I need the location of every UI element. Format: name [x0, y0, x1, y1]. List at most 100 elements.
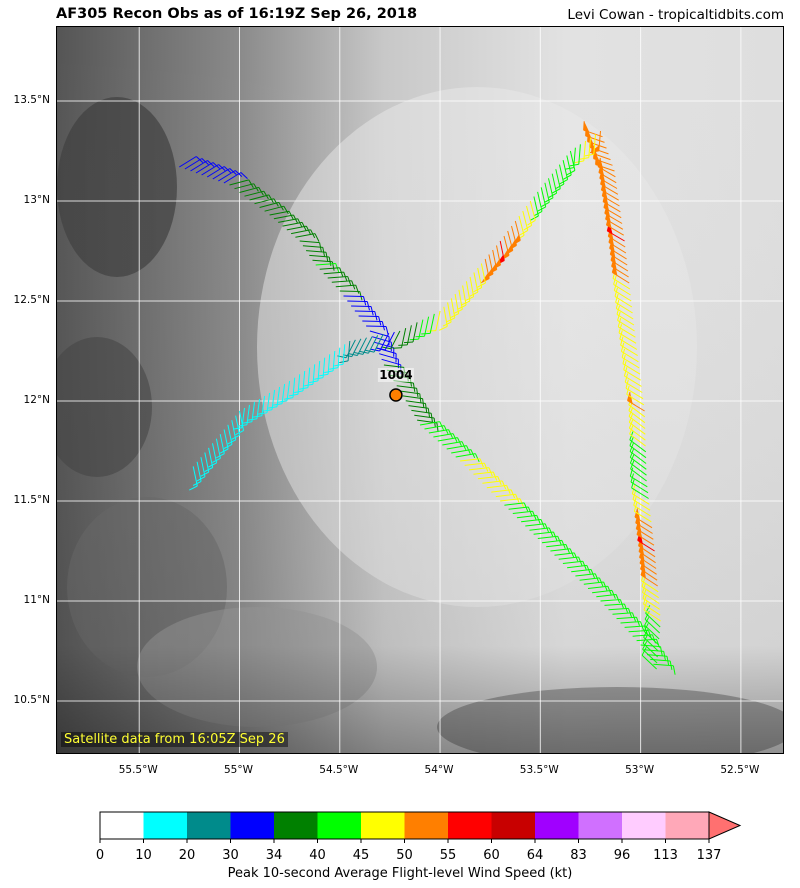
wind-barb-flag	[314, 233, 320, 242]
wind-barb	[640, 644, 661, 648]
center-fix-marker[interactable]	[389, 388, 403, 402]
wind-barb	[278, 218, 298, 223]
wind-barb	[460, 458, 481, 462]
wind-barb	[408, 405, 429, 409]
wind-barb	[592, 589, 613, 594]
wind-barb-flag	[248, 179, 254, 188]
wind-barb-pennant	[637, 531, 643, 544]
wind-barb	[462, 285, 467, 306]
wind-barb	[443, 306, 448, 327]
colorbar-tick-label: 10	[135, 848, 152, 863]
wind-barb	[302, 370, 306, 391]
wind-barb	[218, 170, 236, 182]
colorbar-tick-label: 83	[570, 848, 587, 863]
wind-barb-pennant	[600, 175, 606, 188]
wind-barb	[588, 137, 591, 158]
wind-barb	[227, 424, 233, 445]
wind-barb-flag	[232, 427, 242, 430]
wind-barb	[406, 325, 412, 346]
wind-barb-flag	[263, 190, 269, 200]
wind-barb	[628, 410, 646, 424]
wind-barb	[583, 129, 603, 138]
wind-barb	[315, 263, 336, 266]
wind-barb	[645, 612, 661, 628]
storm-center: 1004	[377, 368, 414, 402]
wind-barb-flag	[523, 224, 532, 231]
wind-barb	[347, 300, 368, 302]
wind-barb-flag	[421, 332, 431, 335]
wind-barb-flag	[506, 485, 511, 494]
wind-barb	[491, 489, 512, 493]
map-canvas[interactable]: 1004	[57, 27, 784, 754]
wind-barb	[624, 381, 643, 393]
wind-barb	[630, 462, 647, 476]
wind-barb	[644, 624, 660, 640]
wind-barb	[608, 607, 629, 611]
wind-barb-flag	[438, 325, 448, 331]
wind-barb	[533, 531, 554, 535]
wind-barb	[249, 194, 270, 201]
wind-barb	[642, 648, 658, 664]
wind-barb	[641, 580, 659, 593]
wind-barb	[614, 289, 632, 302]
wind-barb	[598, 172, 617, 184]
wind-barb-flag	[398, 344, 408, 346]
wind-barb-pennant	[611, 257, 617, 270]
colorbar-tick-label: 60	[483, 848, 500, 863]
wind-barb-flag	[629, 467, 634, 477]
wind-barb-flag	[268, 194, 274, 203]
wind-barb	[184, 158, 203, 170]
wind-barb-pennant	[640, 560, 646, 573]
wind-barb-pennant	[607, 222, 613, 234]
wind-barb	[533, 196, 539, 217]
wind-barb	[351, 305, 372, 307]
wind-barb	[600, 599, 621, 602]
wind-barb	[616, 307, 634, 320]
wind-barb-flag	[278, 202, 284, 211]
wind-barb	[201, 164, 219, 176]
colorbar-tick-label: 96	[613, 848, 631, 863]
wind-barb	[616, 616, 637, 620]
wind-barb-flag	[623, 367, 628, 377]
wind-barb	[239, 410, 245, 431]
wind-barb	[468, 467, 489, 471]
wind-barb-pennant	[601, 181, 607, 194]
wind-barb	[286, 225, 307, 231]
wind-barb	[454, 293, 460, 314]
wind-barb	[480, 263, 486, 284]
wind-barb	[239, 186, 259, 193]
wind-barb	[414, 414, 435, 419]
wind-barb-pennant	[641, 566, 646, 579]
colorbar-swatch	[274, 812, 318, 839]
wind-barb	[208, 447, 214, 468]
wind-barb	[639, 557, 657, 569]
colorbar-tick-label: 113	[653, 848, 678, 863]
wind-barb	[473, 471, 494, 475]
wind-barb-flag	[527, 219, 536, 226]
wind-barb	[331, 280, 352, 283]
wind-barb-flag	[618, 324, 622, 334]
wind-barb-pennant	[640, 554, 645, 567]
latitude-label: 11°N	[23, 594, 50, 606]
wind-barb-flag	[253, 183, 259, 192]
wind-barb-pennant	[639, 543, 644, 555]
wind-barb	[612, 612, 633, 615]
wind-barb	[264, 205, 285, 212]
wind-barb	[537, 535, 558, 539]
map-panel[interactable]: 1004 Satellite data from 16:05Z Sep 26	[56, 26, 784, 754]
colorbar-tick-label: 20	[178, 848, 196, 863]
wind-barb	[562, 560, 583, 564]
wind-barb	[302, 245, 323, 248]
wind-barb-flag	[258, 187, 264, 196]
wind-barb-flag	[415, 335, 425, 338]
wind-barb	[555, 169, 561, 189]
wind-barb	[571, 569, 592, 573]
colorbar-swatch	[187, 812, 231, 839]
wind-barb	[644, 618, 661, 634]
wind-barb-flag	[519, 229, 529, 236]
wind-barb	[411, 409, 432, 414]
wind-barb	[206, 166, 225, 178]
wind-barb	[354, 310, 375, 312]
wind-barb	[632, 499, 651, 511]
wind-barb	[636, 528, 654, 540]
